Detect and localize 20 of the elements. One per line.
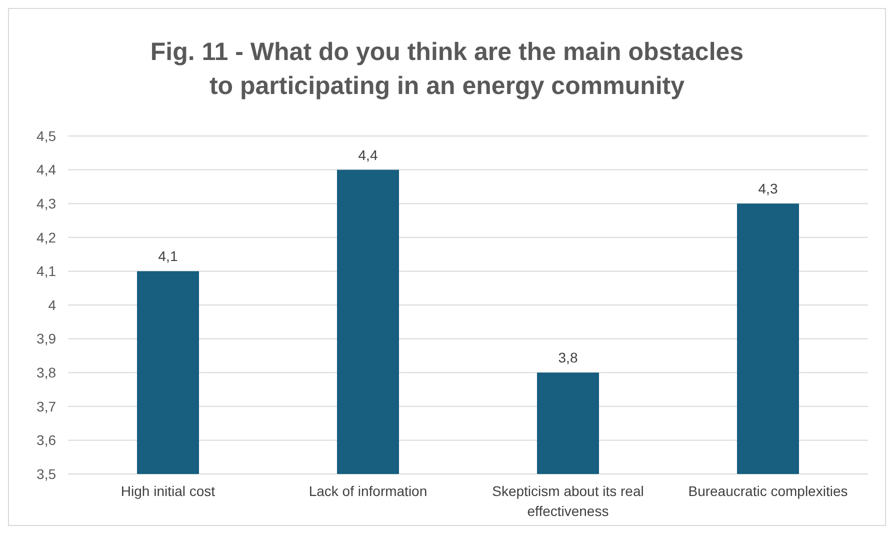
- y-tick-label: 3,9: [36, 330, 56, 347]
- y-tick-label: 4,2: [36, 229, 56, 246]
- x-tick-label: Skepticism about its real effectiveness: [492, 483, 644, 519]
- x-tick-label: High initial cost: [120, 483, 216, 499]
- data-label: 4,3: [758, 180, 778, 197]
- y-tick-label: 4,4: [36, 162, 56, 178]
- data-label: 4,4: [358, 146, 378, 163]
- y-tick-label: 3,5: [36, 466, 56, 482]
- x-tick-label: Lack of information: [308, 483, 428, 499]
- y-tick-label: 4,5: [36, 128, 56, 144]
- y-tick-label: 3,6: [36, 432, 56, 448]
- x-tick-label: Bureaucratic complexities: [688, 483, 848, 499]
- y-tick-label: 4: [48, 296, 56, 313]
- data-label: 4,1: [158, 248, 178, 264]
- y-tick-label: 4,3: [36, 196, 56, 212]
- y-tick-label: 3,8: [36, 364, 56, 380]
- chart-title: Fig. 11 - What do you think are the main obstacles to participating in an energy community: [150, 38, 744, 100]
- y-tick-label: 4,1: [36, 263, 56, 280]
- data-label: 3,8: [558, 350, 578, 366]
- y-tick-label: 3,7: [36, 398, 56, 414]
